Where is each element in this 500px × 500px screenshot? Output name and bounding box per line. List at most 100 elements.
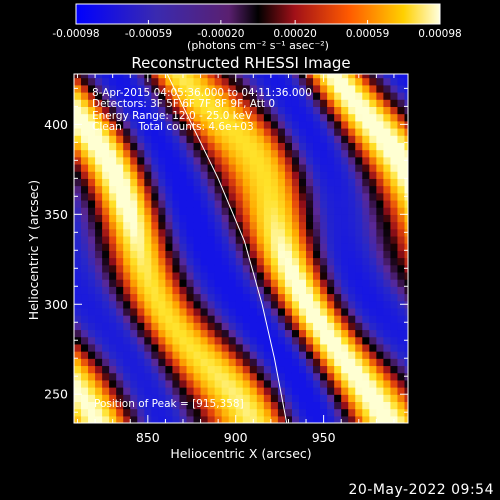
heatmap-cell — [200, 192, 209, 201]
heatmap-cell — [320, 329, 328, 338]
heatmap-cell — [404, 99, 408, 107]
heatmap-cell — [179, 207, 188, 215]
heatmap-cell — [383, 243, 392, 251]
heatmap-cell — [397, 401, 406, 410]
heatmap-cell — [123, 163, 131, 172]
heatmap-cell — [74, 221, 82, 230]
heatmap-cell — [249, 91, 258, 100]
heatmap-cell — [397, 221, 406, 230]
heatmap-cell — [74, 379, 82, 388]
heatmap-cell — [109, 221, 117, 230]
heatmap-cell — [256, 127, 265, 136]
heatmap-cell — [221, 336, 230, 345]
heatmap-cell — [235, 171, 244, 179]
heatmap-cell — [137, 207, 145, 215]
heatmap-cell — [355, 271, 363, 280]
heatmap-cell — [214, 171, 223, 179]
heatmap-cell — [383, 250, 392, 259]
heatmap-cell — [306, 271, 314, 280]
heatmap-cell — [291, 279, 300, 287]
heatmap-cell — [186, 379, 195, 388]
heatmap-cell — [88, 336, 96, 345]
heatmap-cell — [376, 192, 384, 201]
heatmap-cell — [88, 343, 96, 352]
heatmap-cell — [397, 178, 406, 187]
heatmap-cell — [123, 387, 131, 395]
heatmap-cell — [376, 264, 384, 273]
heatmap-cell — [81, 135, 89, 143]
heatmap-cell — [207, 99, 216, 107]
heatmap-cell — [95, 408, 103, 417]
heatmap-cell — [144, 408, 152, 417]
heatmap-cell — [277, 163, 286, 172]
heatmap-cell — [362, 91, 370, 100]
heatmap-cell — [116, 178, 124, 187]
heatmap-cell — [137, 199, 145, 208]
heatmap-cell — [158, 279, 167, 287]
heatmap-cell — [123, 264, 131, 273]
heatmap-cell — [242, 329, 251, 338]
heatmap-cell — [306, 207, 314, 215]
heatmap-cell — [341, 77, 349, 86]
heatmap-cell — [186, 178, 195, 187]
heatmap-cell — [193, 243, 202, 251]
heatmap-cell — [88, 91, 96, 100]
heatmap-cell — [95, 192, 103, 201]
heatmap-cell — [277, 243, 286, 251]
heatmap-cell — [256, 264, 265, 273]
heatmap-cell — [95, 214, 103, 223]
heatmap-cell — [116, 307, 124, 316]
heatmap-cell — [130, 163, 138, 172]
heatmap-cell — [369, 372, 377, 381]
heatmap-cell — [179, 99, 188, 107]
heatmap-cell — [144, 394, 152, 403]
heatmap-cell — [277, 379, 286, 388]
heatmap-cell — [228, 214, 237, 223]
heatmap-cell — [221, 221, 230, 230]
heatmap-cell — [355, 163, 363, 172]
heatmap-cell — [165, 228, 174, 237]
heatmap-cell — [130, 365, 138, 374]
heatmap-cell — [249, 221, 258, 230]
heatmap-cell — [193, 329, 202, 338]
heatmap-cell — [81, 379, 89, 388]
heatmap-cell — [348, 228, 356, 237]
heatmap-cell — [306, 243, 314, 251]
heatmap-cell — [137, 250, 145, 259]
heatmap-cell — [151, 351, 159, 359]
heatmap-cell — [116, 120, 124, 129]
heatmap-cell — [348, 120, 356, 129]
heatmap-cell — [277, 250, 286, 259]
x-tick-label: 950 — [312, 430, 336, 445]
heatmap-cell — [362, 264, 370, 273]
heatmap-cell — [327, 199, 335, 208]
heatmap-cell — [404, 379, 408, 388]
heatmap-cell — [383, 271, 392, 280]
heatmap-cell — [313, 408, 321, 417]
heatmap-cell — [355, 372, 363, 381]
heatmap-cell — [186, 127, 195, 136]
heatmap-cell — [299, 329, 307, 338]
heatmap-cell — [299, 379, 307, 388]
heatmap-cell — [130, 221, 138, 230]
heatmap-cell — [235, 279, 244, 287]
heatmap-cell — [334, 322, 342, 331]
heatmap-cell — [306, 149, 314, 158]
heatmap-cell — [362, 106, 370, 115]
heatmap-cell — [334, 127, 342, 136]
heatmap-cell — [137, 394, 145, 403]
heatmap-cell — [81, 185, 89, 194]
heatmap-cell — [130, 84, 138, 93]
heatmap-cell — [123, 401, 131, 410]
heatmap-cell — [320, 207, 328, 215]
heatmap-cell — [320, 243, 328, 251]
heatmap-cell — [397, 415, 406, 423]
heatmap-cell — [277, 127, 286, 136]
heatmap-cell — [172, 408, 181, 417]
heatmap-cell — [172, 293, 181, 302]
heatmap-cell — [334, 257, 342, 266]
heatmap-cell — [235, 235, 244, 244]
heatmap-cell — [137, 171, 145, 179]
heatmap-cell — [256, 199, 265, 208]
heatmap-cell — [263, 99, 272, 107]
